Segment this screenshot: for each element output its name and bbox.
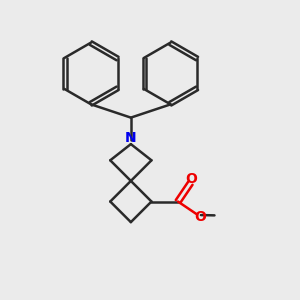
Text: O: O <box>186 172 197 186</box>
Text: N: N <box>125 131 137 145</box>
Text: O: O <box>194 210 206 224</box>
